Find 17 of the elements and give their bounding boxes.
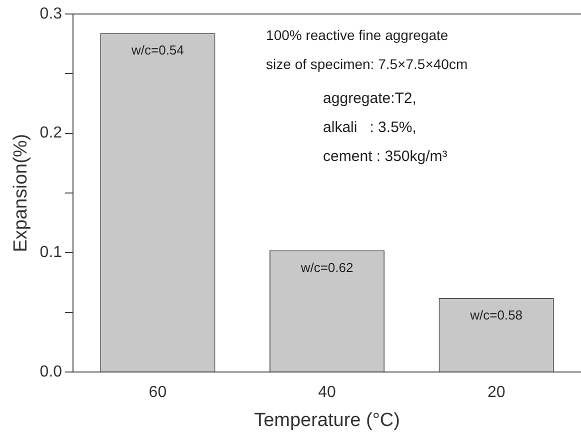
annotation: aggregate:T2, xyxy=(323,90,416,108)
x-tick-label: 20 xyxy=(487,384,506,402)
y-tick-label: 0.1 xyxy=(40,244,62,262)
y-tick-label: 0.0 xyxy=(40,363,62,380)
annotation: 100% reactive fine aggregate xyxy=(266,26,448,43)
x-tick-label: 60 xyxy=(148,384,167,402)
annotation: w/c=0.54 xyxy=(130,42,184,58)
annotation: w/c=0.58 xyxy=(469,308,523,323)
annotation: cement : 350kg/m³ xyxy=(323,148,448,166)
x-axis-title: Temperature (°C) xyxy=(254,410,400,431)
annotation: w/c=0.62 xyxy=(300,260,354,275)
annotation: size of specimen: 7.5×7.5×40cm xyxy=(266,56,468,72)
y-axis-title: Expansion(%) xyxy=(10,134,32,252)
y-tick-label: 0.2 xyxy=(40,124,62,142)
y-tick-label: 0.3 xyxy=(40,5,62,22)
x-tick-label: 40 xyxy=(318,384,336,402)
annotation: alkali : 3.5%, xyxy=(323,119,416,136)
